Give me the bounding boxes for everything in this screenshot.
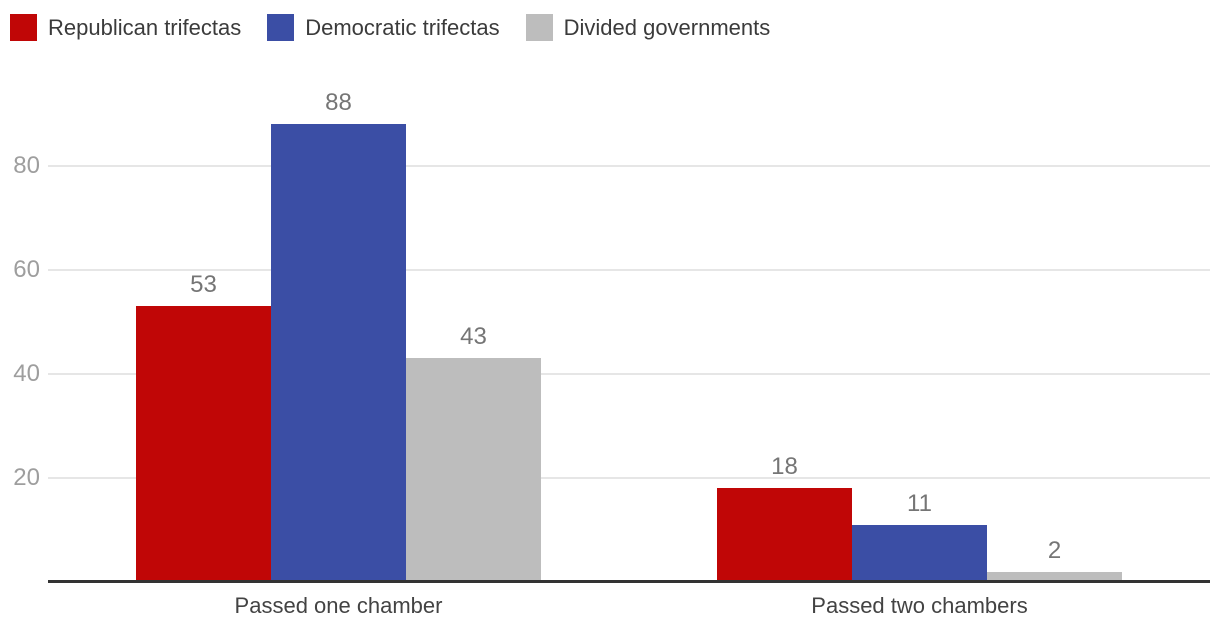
x-axis-category-label: Passed two chambers [811,593,1028,618]
gridline-60 [48,269,1210,271]
bar-democratic-trifectas-passed-one-chamber [271,124,406,582]
bar-republican-trifectas-passed-two-chambers [717,488,852,582]
y-axis-tick-label: 20 [13,464,40,491]
x-axis-category-label: Passed one chamber [234,593,443,618]
y-axis-tick-label: 60 [13,256,40,283]
gridline-80 [48,165,1210,167]
bar-republican-trifectas-passed-one-chamber [136,306,271,582]
x-axis-line [48,580,1210,583]
bar-value-label: 18 [771,453,798,481]
legend-item-divided-governments: Divided governments [525,14,771,41]
legend-label: Democratic trifectas [305,15,500,40]
bar-value-label: 11 [907,489,932,517]
bar-divided-governments-passed-two-chambers [987,571,1122,582]
legend-item-republican-trifectas: Republican trifectas [10,14,241,41]
legend-swatch-divided-governments-icon [525,14,553,41]
legend-label: Divided governments [563,15,771,40]
bar-value-label: 2 [1047,536,1062,564]
legend-label: Republican trifectas [48,15,242,40]
bar-democratic-trifectas-passed-two-chambers [852,524,987,582]
bar-value-label: 88 [325,89,352,117]
bar-divided-governments-passed-one-chamber [406,358,541,582]
legend-swatch-republican-trifectas-icon [10,14,37,41]
legend-item-democratic-trifectas: Democratic trifectas [267,14,500,41]
bar-value-label: 43 [460,323,487,351]
legend-swatch-democratic-trifectas-icon [267,14,295,41]
gridline-40 [48,373,1210,375]
chart-legend: Republican trifectas Democratic trifectas… [10,14,770,41]
y-axis-tick-label: 80 [13,152,40,179]
gridline-20 [48,477,1210,479]
bar-value-label: 53 [190,271,217,299]
y-axis-tick-label: 40 [13,360,40,387]
